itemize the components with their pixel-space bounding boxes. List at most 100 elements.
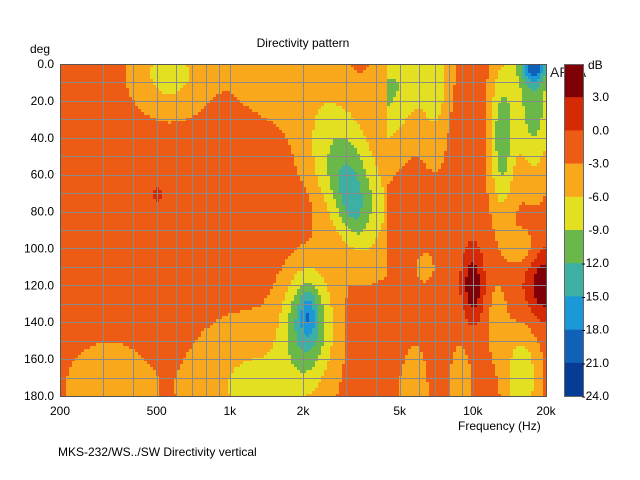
heatmap-cell: [72, 124, 76, 128]
heatmap-cell: [444, 145, 448, 149]
heatmap-cell: [324, 64, 328, 68]
heatmap-cell: [339, 148, 343, 152]
heatmap-cell: [255, 109, 259, 113]
heatmap-cell: [195, 85, 199, 89]
heatmap-cell: [195, 112, 199, 116]
heatmap-cell: [99, 121, 103, 125]
heatmap-cell: [540, 130, 544, 134]
heatmap-cell: [534, 67, 538, 71]
heatmap-cell: [273, 94, 277, 98]
heatmap-cell: [387, 67, 391, 71]
heatmap-cell: [462, 145, 466, 149]
heatmap-cell: [285, 154, 289, 158]
heatmap-cell: [234, 85, 238, 89]
heatmap-cell: [444, 142, 448, 146]
heatmap-cell: [483, 139, 487, 143]
heatmap-cell: [366, 151, 370, 155]
heatmap-cell: [504, 121, 508, 125]
heatmap-cell: [498, 121, 502, 125]
heatmap-cell: [525, 133, 529, 137]
heatmap-cell: [150, 148, 154, 152]
heatmap-cell: [252, 82, 256, 86]
heatmap-cell: [468, 121, 472, 125]
heatmap-cell: [300, 115, 304, 119]
heatmap-cell: [327, 112, 331, 116]
heatmap-cell: [114, 124, 118, 128]
heatmap-cell: [366, 124, 370, 128]
heatmap-cell: [249, 121, 253, 125]
heatmap-cell: [288, 70, 292, 74]
heatmap-cell: [459, 94, 463, 98]
heatmap-cell: [318, 127, 322, 131]
heatmap-cell: [84, 148, 88, 152]
heatmap-cell: [381, 124, 385, 128]
heatmap-cell: [510, 148, 514, 152]
heatmap-cell: [294, 124, 298, 128]
heatmap-cell: [318, 130, 322, 134]
heatmap-cell: [384, 142, 388, 146]
heatmap-cell: [408, 79, 412, 83]
heatmap-cell: [297, 82, 301, 86]
heatmap-cell: [249, 67, 253, 71]
heatmap-cell: [327, 124, 331, 128]
heatmap-cell: [450, 76, 454, 80]
heatmap-cell: [324, 73, 328, 77]
heatmap-cell: [423, 73, 427, 77]
heatmap-cell: [426, 124, 430, 128]
heatmap-cell: [537, 109, 541, 113]
heatmap-cell: [111, 94, 115, 98]
heatmap-cell: [240, 148, 244, 152]
heatmap-cell: [219, 82, 223, 86]
heatmap-cell: [114, 145, 118, 149]
heatmap-cell: [78, 136, 82, 140]
heatmap-cell: [81, 112, 85, 116]
heatmap-cell: [117, 64, 121, 68]
heatmap-cell: [354, 115, 358, 119]
heatmap-cell: [459, 109, 463, 113]
heatmap-cell: [363, 91, 367, 95]
heatmap-cell: [405, 91, 409, 95]
heatmap-cell: [354, 109, 358, 113]
heatmap-cell: [474, 145, 478, 149]
heatmap-cell: [81, 115, 85, 119]
heatmap-cell: [201, 64, 205, 68]
heatmap-cell: [63, 133, 67, 137]
heatmap-cell: [285, 79, 289, 83]
heatmap-cell: [135, 121, 139, 125]
heatmap-cell: [81, 109, 85, 113]
heatmap-cell: [333, 115, 337, 119]
heatmap-cell: [450, 91, 454, 95]
heatmap-cell: [402, 88, 406, 92]
heatmap-cell: [177, 109, 181, 113]
heatmap-cell: [354, 148, 358, 152]
heatmap-cell: [387, 91, 391, 95]
heatmap-cell: [201, 115, 205, 119]
heatmap-cell: [306, 142, 310, 146]
heatmap-cell: [480, 124, 484, 128]
heatmap-cell: [87, 73, 91, 77]
heatmap-cell: [537, 136, 541, 140]
heatmap-cell: [531, 88, 535, 92]
heatmap-cell: [240, 142, 244, 146]
heatmap-cell: [429, 127, 433, 131]
heatmap-cell: [486, 139, 490, 143]
heatmap-cell: [324, 94, 328, 98]
heatmap-cell: [501, 133, 505, 137]
heatmap-cell: [90, 112, 94, 116]
heatmap-cell: [507, 151, 511, 155]
heatmap-cell: [528, 94, 532, 98]
heatmap-cell: [513, 70, 517, 74]
heatmap-cell: [219, 76, 223, 80]
heatmap-cell: [336, 97, 340, 101]
heatmap-cell: [255, 139, 259, 143]
heatmap-cell: [264, 73, 268, 77]
heatmap-cell: [180, 73, 184, 77]
heatmap-cell: [276, 124, 280, 128]
heatmap-cell: [270, 130, 274, 134]
heatmap-cell: [435, 97, 439, 101]
heatmap-cell: [261, 127, 265, 131]
heatmap-cell: [327, 103, 331, 107]
heatmap-cell: [138, 88, 142, 92]
heatmap-cell: [66, 109, 70, 113]
heatmap-cell: [369, 133, 373, 137]
